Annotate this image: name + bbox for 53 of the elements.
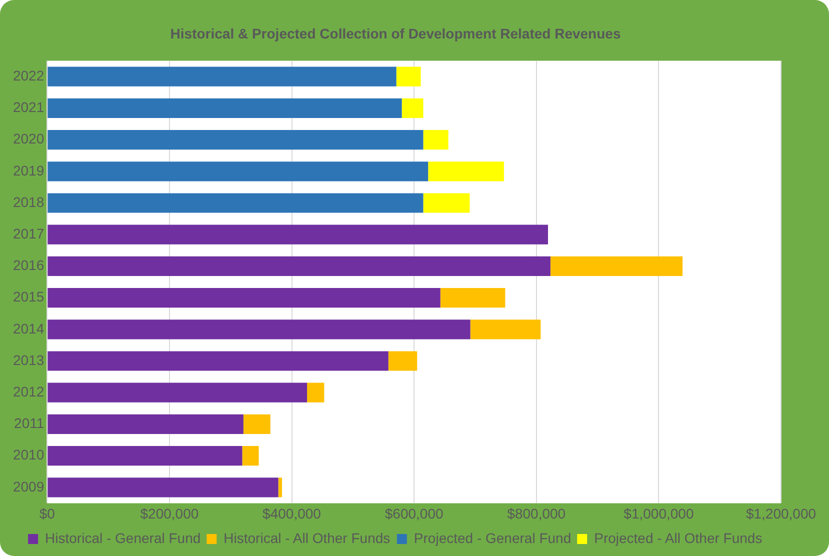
- bar: [388, 351, 418, 371]
- bar: [470, 320, 541, 340]
- y-tick-label: 2011: [14, 415, 44, 432]
- bar: [440, 288, 506, 308]
- y-tick-label: 2019: [12, 162, 44, 178]
- bar: [48, 320, 470, 340]
- legend-label: Projected - General Fund: [414, 530, 572, 546]
- x-tick-label: $200,000: [140, 505, 199, 522]
- y-tick-label: 2017: [12, 225, 44, 242]
- y-tick-label: 2018: [12, 194, 44, 210]
- y-tick-label: 2020: [12, 130, 44, 147]
- bar: [242, 446, 259, 466]
- y-tick-label: 2022: [12, 67, 44, 84]
- x-tick-label: $600,000: [384, 505, 444, 522]
- bar: [48, 98, 402, 118]
- bar: [550, 256, 683, 276]
- x-tick-label: $400,000: [262, 505, 322, 522]
- y-tick-label: 2021: [12, 99, 44, 116]
- bar: [48, 478, 278, 498]
- bar: [48, 382, 308, 402]
- y-tick-label: 2010: [12, 446, 44, 463]
- x-tick-label: $1,000,000: [624, 505, 694, 522]
- y-tick-label: 2015: [12, 288, 44, 305]
- chart-title: Historical & Projected Collection of Development Related Revenues: [170, 25, 621, 42]
- x-tick-label: $800,000: [507, 505, 566, 522]
- bar: [307, 382, 324, 402]
- bar: [48, 193, 424, 213]
- x-tick-label: $1,200,000: [746, 505, 816, 522]
- bar: [48, 351, 388, 371]
- bar: [402, 98, 424, 118]
- x-tick-label: $0: [39, 505, 56, 522]
- bar: [243, 414, 270, 434]
- bar: [48, 66, 396, 86]
- legend-label: Projected - All Other Funds: [594, 530, 762, 546]
- bar: [48, 162, 428, 182]
- legend-label: Historical - All Other Funds: [224, 530, 390, 546]
- y-tick-label: 2012: [12, 383, 44, 400]
- bar: [428, 162, 504, 182]
- bar: [48, 256, 550, 276]
- bar: [48, 288, 440, 308]
- y-tick-label: 2016: [12, 257, 44, 274]
- bar: [423, 130, 448, 150]
- bar: [278, 478, 282, 498]
- y-tick-label: 2013: [12, 352, 44, 368]
- y-tick-label: 2009: [12, 478, 44, 494]
- bar: [48, 414, 244, 434]
- y-tick-label: 2014: [12, 320, 44, 336]
- bar: [48, 130, 424, 150]
- bar: [48, 446, 242, 466]
- bar: [423, 193, 470, 213]
- legend-label: Historical - General Fund: [45, 530, 201, 546]
- bar: [396, 66, 421, 86]
- bar: [48, 224, 548, 244]
